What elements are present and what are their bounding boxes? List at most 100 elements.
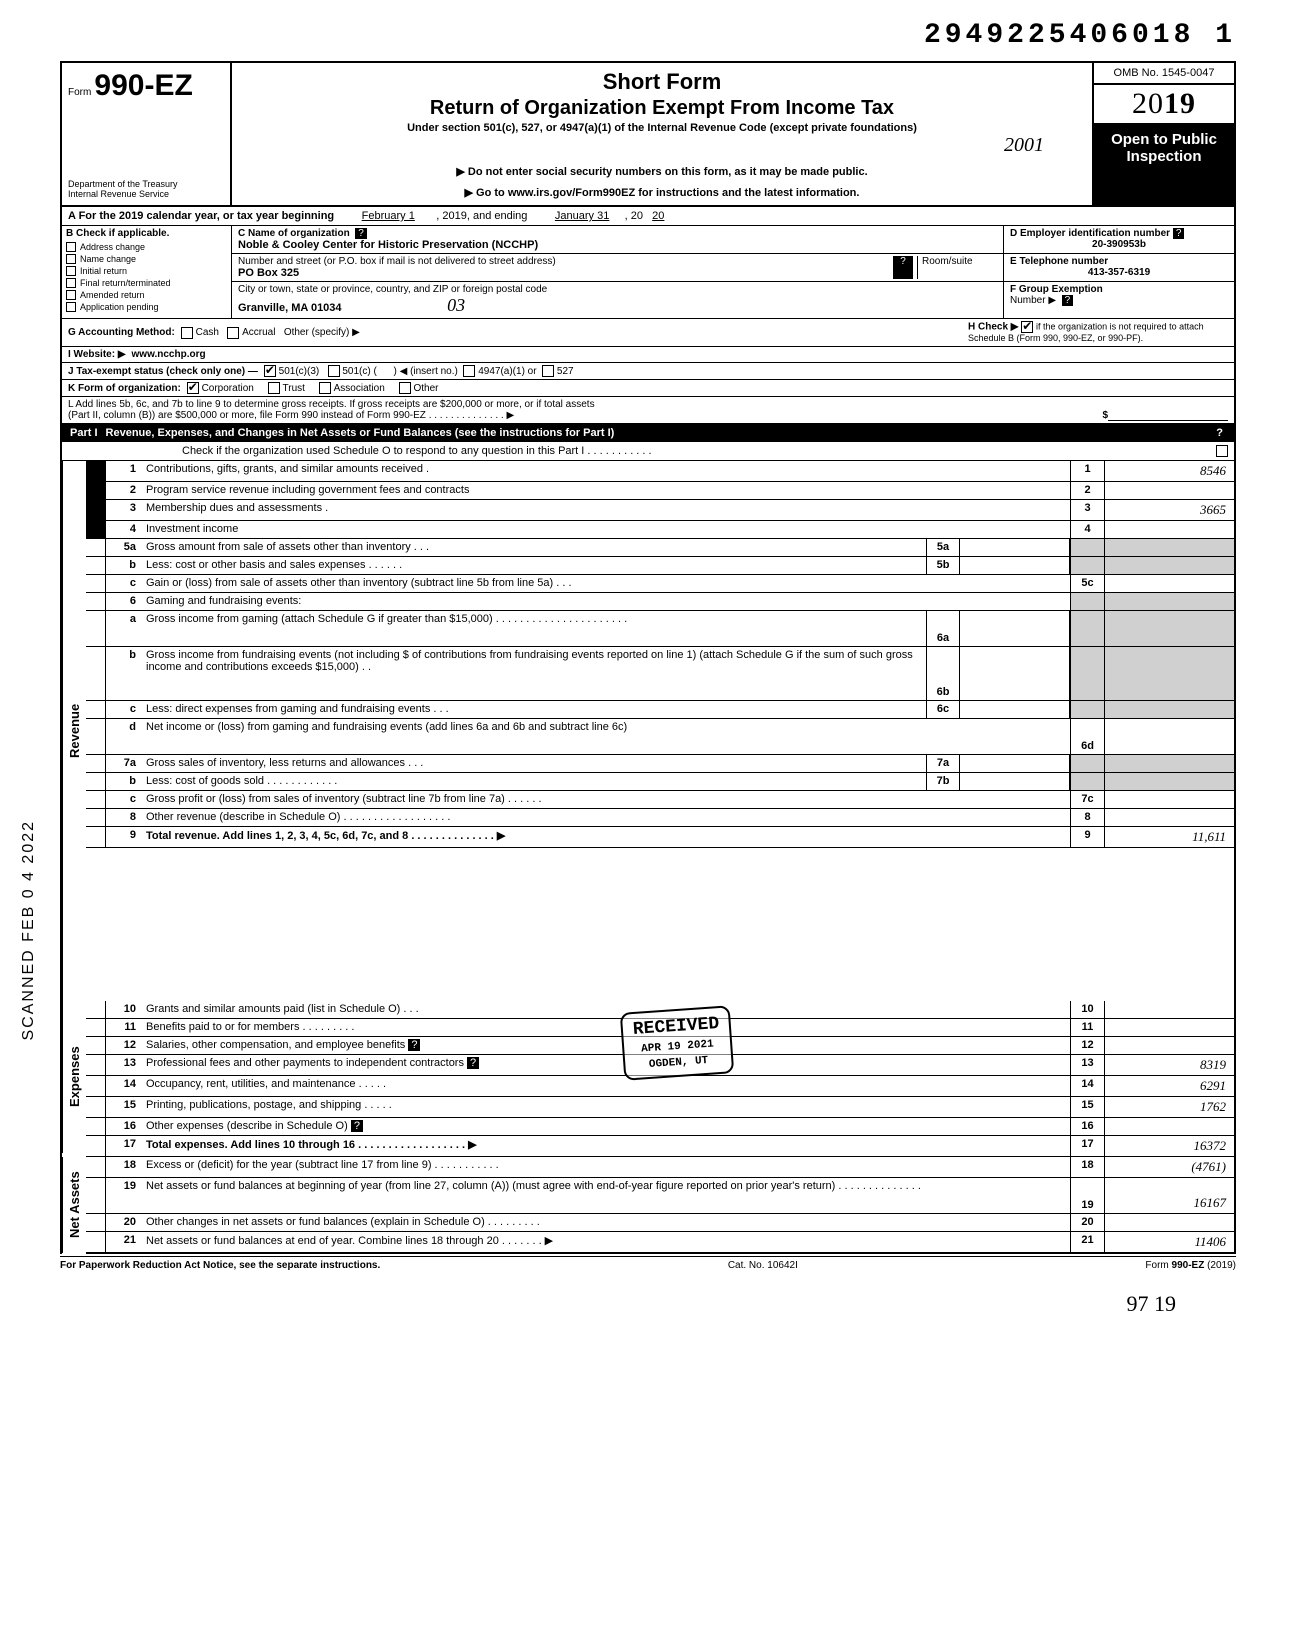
line-value	[1104, 719, 1234, 754]
line-num: 5a	[106, 539, 142, 556]
line-ref: 16	[1070, 1118, 1104, 1135]
chk-corporation[interactable]	[187, 382, 199, 394]
chk-application-pending[interactable]: Application pending	[62, 301, 231, 313]
line-num: a	[106, 611, 142, 646]
help-icon: ?	[1062, 295, 1074, 306]
open-to-public: Open to Public Inspection	[1094, 125, 1234, 205]
line-num: 7a	[106, 755, 142, 772]
line-num: 20	[106, 1214, 142, 1231]
chk-trust[interactable]	[268, 382, 280, 394]
side-label-net-assets: Net Assets	[62, 1157, 86, 1253]
line-value: (4761)	[1104, 1157, 1234, 1177]
footer-right: Form 990-EZ (2019)	[1145, 1260, 1236, 1271]
chk-address-change[interactable]: Address change	[62, 241, 231, 253]
j-501c: 501(c) (	[342, 366, 376, 377]
chk-final-return[interactable]: Final return/terminated	[62, 277, 231, 289]
row-i-website: I Website: ▶ www.ncchp.org	[60, 347, 1236, 363]
b-header: B Check if applicable.	[62, 226, 231, 241]
j-4947: 4947(a)(1) or	[478, 366, 536, 377]
k-corp: Corporation	[202, 383, 254, 394]
chk-amended-return[interactable]: Amended return	[62, 289, 231, 301]
line-desc: Gross income from fundraising events (no…	[142, 647, 926, 700]
line-num: 13	[106, 1055, 142, 1075]
line-ref: 5c	[1070, 575, 1104, 592]
chk-schedule-o[interactable]	[1216, 445, 1228, 457]
line-num: 8	[106, 809, 142, 826]
line-desc: Other expenses (describe in Schedule O) …	[142, 1118, 1070, 1135]
row-a-endmon: January 31	[555, 210, 609, 222]
mid-ref: 6c	[926, 701, 960, 718]
chk-initial-return[interactable]: Initial return	[62, 265, 231, 277]
g-label: G Accounting Method:	[68, 327, 175, 338]
line-desc: Benefits paid to or for members . . . . …	[142, 1019, 1070, 1036]
f-label2: Number ▶	[1010, 295, 1056, 306]
help-icon	[86, 461, 106, 481]
line-num: c	[106, 575, 142, 592]
line-desc: Net income or (loss) from gaming and fun…	[142, 719, 1070, 754]
chk-cash[interactable]	[181, 327, 193, 339]
phone-value: 413-357-6319	[1010, 267, 1228, 278]
line-num: 17	[106, 1136, 142, 1156]
chk-527[interactable]	[542, 365, 554, 377]
line-num: c	[106, 791, 142, 808]
chk-accrual[interactable]	[227, 327, 239, 339]
part-i-table: Revenue 1Contributions, gifts, grants, a…	[60, 461, 1236, 1254]
part-i-title: Revenue, Expenses, and Changes in Net As…	[106, 427, 1214, 439]
k-assoc: Association	[334, 383, 385, 394]
side-label-revenue: Revenue	[62, 461, 86, 1001]
line-ref: 1	[1070, 461, 1104, 481]
line-value: 3665	[1104, 500, 1234, 520]
ein-value: 20-390953b	[1010, 239, 1228, 250]
j-insert: ◀ (insert no.)	[400, 366, 458, 377]
line-num: 19	[106, 1178, 142, 1213]
street-value: PO Box 325	[238, 267, 889, 279]
line-desc: Less: direct expenses from gaming and fu…	[142, 701, 926, 718]
chk-schedule-b[interactable]	[1021, 321, 1033, 333]
chk-501c3[interactable]	[264, 365, 276, 377]
j-label: J Tax-exempt status (check only one) —	[68, 366, 258, 377]
line-num: 2	[106, 482, 142, 499]
chk-name-change[interactable]: Name change	[62, 253, 231, 265]
line-ref: 21	[1070, 1232, 1104, 1252]
form-prefix: Form	[68, 87, 91, 98]
line-ref: 12	[1070, 1037, 1104, 1054]
j-501c3: 501(c)(3)	[279, 366, 320, 377]
tax-year: 2019	[1094, 85, 1234, 125]
form-header: Form 990-EZ Department of the Treasury I…	[60, 61, 1236, 207]
line-num: c	[106, 701, 142, 718]
street-label: Number and street (or P.O. box if mail i…	[238, 256, 889, 267]
dept-irs: Internal Revenue Service	[68, 189, 224, 199]
mid-ref: 7a	[926, 755, 960, 772]
chk-4947[interactable]	[463, 365, 475, 377]
scanned-stamp: SCANNED FEB 0 4 2022	[20, 820, 38, 1041]
col-b-checkboxes: B Check if applicable. Address change Na…	[62, 226, 232, 318]
row-j-tax-status: J Tax-exempt status (check only one) — 5…	[60, 363, 1236, 380]
line-desc: Salaries, other compensation, and employ…	[142, 1037, 1070, 1054]
line-num: 15	[106, 1097, 142, 1117]
h-label: H Check ▶	[968, 322, 1018, 333]
line-ref: 3	[1070, 500, 1104, 520]
line-value	[1104, 1001, 1234, 1018]
g-other: Other (specify) ▶	[284, 327, 360, 338]
line-value: 16372	[1104, 1136, 1234, 1156]
l-line1: L Add lines 5b, 6c, and 7b to line 9 to …	[68, 399, 1228, 410]
mid-ref: 7b	[926, 773, 960, 790]
chk-other[interactable]	[399, 382, 411, 394]
line-desc: Other changes in net assets or fund bala…	[142, 1214, 1070, 1231]
line-desc: Investment income	[142, 521, 1070, 538]
line-num: 3	[106, 500, 142, 520]
row-a-endyr: 20	[652, 210, 664, 222]
line-ref: 4	[1070, 521, 1104, 538]
chk-association[interactable]	[319, 382, 331, 394]
line-desc: Printing, publications, postage, and shi…	[142, 1097, 1070, 1117]
line-num: 11	[106, 1019, 142, 1036]
dept-treasury: Department of the Treasury	[68, 179, 224, 189]
line-ref: 10	[1070, 1001, 1104, 1018]
line-num: d	[106, 719, 142, 754]
help-icon: ?	[467, 1057, 479, 1069]
chk-501c[interactable]	[328, 365, 340, 377]
mid-ref: 5a	[926, 539, 960, 556]
line-ref: 13	[1070, 1055, 1104, 1075]
line-value	[1104, 1037, 1234, 1054]
line-desc: Program service revenue including govern…	[142, 482, 1070, 499]
